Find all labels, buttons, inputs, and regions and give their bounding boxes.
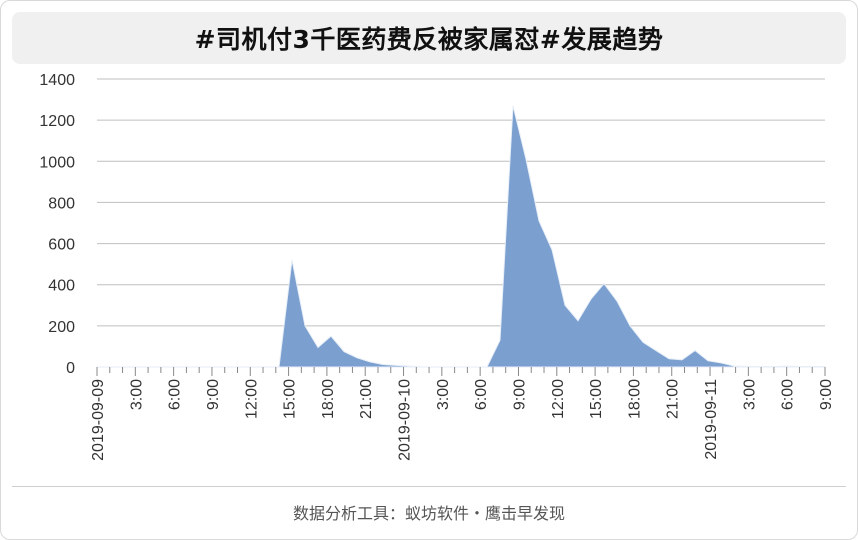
- x-tick-label: 6:00: [167, 379, 184, 410]
- x-tick-label: 6:00: [780, 379, 797, 410]
- x-tick-label: 9:00: [205, 379, 222, 410]
- x-tick-label: 12:00: [243, 379, 260, 419]
- x-tick-label: 2019-09-11: [703, 379, 720, 460]
- y-tick-label: 1000: [39, 154, 75, 171]
- grid-lines: [97, 78, 825, 368]
- footer-credit: 数据分析工具：蚁坊软件・鹰击早发现: [292, 504, 565, 523]
- y-tick-label: 400: [48, 278, 75, 295]
- footer-divider: [12, 486, 846, 487]
- x-tick-label: 3:00: [128, 379, 145, 410]
- x-tick-label: 2019-09-09: [90, 379, 107, 461]
- x-tick-label: 15:00: [282, 379, 299, 419]
- x-tick-label: 3:00: [741, 379, 758, 410]
- x-tick-label: 6:00: [473, 379, 490, 410]
- x-tick-label: 3:00: [435, 379, 452, 410]
- x-axis: 2019-09-09 3:00 6:00 9:00 12:00 15:00 18:00 21:…: [90, 367, 835, 461]
- chart-title: #司机付3千医药费反被家属怼#发展趋势: [194, 25, 664, 54]
- y-tick-label: 800: [48, 195, 75, 212]
- x-tick-label: 15:00: [588, 379, 605, 419]
- area-series: [97, 105, 826, 368]
- x-tick-label: 21:00: [358, 379, 375, 419]
- y-axis-labels: 0 200 400 600 800 1000 1200 1400: [39, 72, 75, 377]
- y-tick-label: 200: [48, 319, 75, 336]
- x-tick-label: 21:00: [665, 379, 682, 419]
- y-tick-label: 600: [48, 237, 75, 254]
- x-tick-label: 9:00: [818, 379, 835, 410]
- x-tick-label: 18:00: [626, 379, 643, 419]
- y-tick-label: 1200: [39, 113, 75, 130]
- x-tick-label: 18:00: [320, 379, 337, 419]
- x-tick-label: 9:00: [511, 379, 528, 410]
- trend-chart: 0 200 400 600 800 1000 1200 1400 2019-09-09 3:00…: [39, 72, 835, 461]
- x-tick-label: 12:00: [550, 379, 567, 419]
- y-tick-label: 0: [66, 360, 75, 377]
- x-tick-label: 2019-09-10: [397, 379, 414, 461]
- title-bar: #司机付3千医药费反被家属怼#发展趋势: [12, 12, 846, 64]
- y-tick-label: 1400: [39, 72, 75, 89]
- area-fill: [97, 105, 826, 368]
